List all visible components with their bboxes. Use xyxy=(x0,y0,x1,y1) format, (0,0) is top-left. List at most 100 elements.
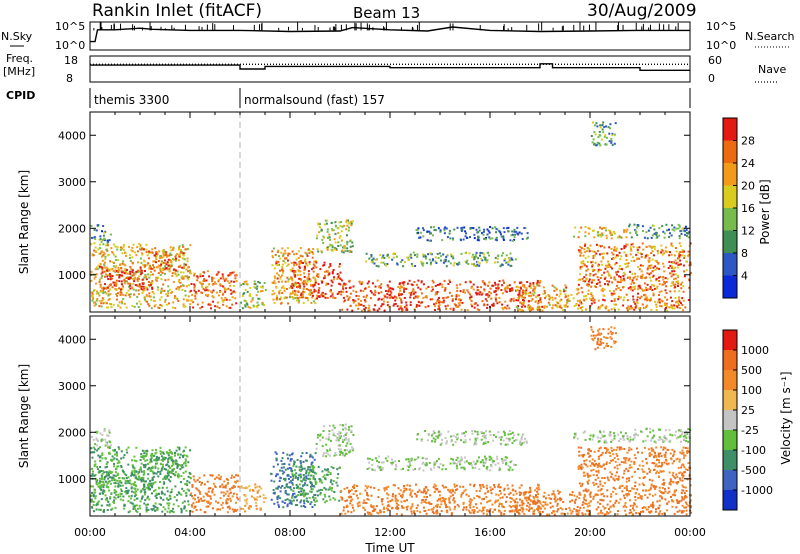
power-cell xyxy=(507,226,510,229)
power-cell xyxy=(324,277,326,279)
velocity-cell xyxy=(126,451,129,454)
velocity-cell xyxy=(307,500,310,503)
velocity-cell xyxy=(170,455,173,458)
velocity-cell xyxy=(163,481,166,484)
velocity-cell xyxy=(106,434,109,437)
velocity-cell xyxy=(99,459,102,462)
power-cell xyxy=(337,227,340,230)
velocity-cell xyxy=(460,495,463,498)
power-cell xyxy=(654,269,657,271)
power-cell xyxy=(144,300,147,303)
power-colorbar-swatch xyxy=(723,185,737,208)
power-cell xyxy=(523,290,526,293)
power-cell xyxy=(645,245,648,248)
power-cell xyxy=(350,220,353,223)
velocity-cell xyxy=(302,505,305,507)
velocity-cell xyxy=(281,457,284,460)
power-cell xyxy=(452,238,455,241)
power-cell xyxy=(223,287,226,290)
power-cell xyxy=(150,298,153,301)
velocity-cell xyxy=(103,478,106,481)
power-cell xyxy=(187,270,189,273)
velocity-cell xyxy=(485,484,488,487)
velocity-cell xyxy=(104,494,107,497)
power-cell xyxy=(429,298,432,301)
velocity-cell xyxy=(128,482,131,485)
velocity-cell xyxy=(303,467,306,470)
velocity-cell xyxy=(183,507,186,510)
power-cell xyxy=(392,253,395,256)
velocity-cell xyxy=(313,503,316,506)
power-cell xyxy=(294,297,297,299)
velocity-cell xyxy=(186,455,189,458)
velocity-cell xyxy=(305,477,308,480)
power-cell xyxy=(584,295,587,297)
velocity-cell xyxy=(160,459,163,461)
power-cell xyxy=(119,306,122,309)
velocity-cell xyxy=(229,497,232,500)
power-cell xyxy=(152,264,154,267)
power-cell xyxy=(100,255,103,258)
power-cell xyxy=(451,298,454,300)
velocity-cell xyxy=(235,474,238,477)
power-cell xyxy=(127,289,130,292)
velocity-cell xyxy=(156,462,159,465)
power-cell xyxy=(400,307,403,310)
power-cell xyxy=(141,292,144,294)
power-cell xyxy=(102,234,105,237)
power-cell xyxy=(115,282,118,285)
power-cell xyxy=(473,258,476,261)
power-cell xyxy=(101,267,104,270)
power-cell xyxy=(416,304,418,307)
power-cell xyxy=(298,277,301,280)
power-cell xyxy=(565,304,567,307)
power-cell xyxy=(144,274,147,276)
velocity-cell xyxy=(105,471,108,474)
power-cell xyxy=(590,285,593,288)
power-cell xyxy=(368,304,371,307)
power-cell xyxy=(222,292,225,295)
power-cell xyxy=(279,276,282,278)
power-cell xyxy=(177,280,180,283)
power-cell xyxy=(150,307,153,310)
power-cell xyxy=(323,274,326,277)
power-cell xyxy=(613,299,616,302)
power-cell xyxy=(603,271,606,274)
power-cell xyxy=(107,278,110,280)
power-cell xyxy=(589,274,591,277)
power-cell xyxy=(312,266,315,269)
velocity-cell xyxy=(147,483,150,486)
velocity-cell xyxy=(426,496,429,498)
power-cell xyxy=(450,255,453,258)
velocity-cell xyxy=(110,459,112,462)
power-cell xyxy=(504,300,507,303)
velocity-cell xyxy=(215,476,218,479)
power-cell xyxy=(516,307,519,310)
velocity-cell xyxy=(112,476,115,479)
power-cell xyxy=(464,230,467,233)
power-cell xyxy=(377,265,380,268)
velocity-cell xyxy=(95,508,98,511)
power-cell xyxy=(273,267,276,270)
power-cell xyxy=(389,287,392,290)
power-cell xyxy=(249,286,252,289)
power-cell xyxy=(357,302,360,305)
velocity-cell xyxy=(286,505,289,508)
power-cell xyxy=(436,300,439,303)
velocity-cell xyxy=(96,502,99,505)
velocity-cell xyxy=(300,499,303,502)
power-cell xyxy=(154,299,157,302)
power-cell xyxy=(469,281,472,284)
velocity-cell xyxy=(141,495,144,498)
velocity-cell xyxy=(245,502,248,505)
power-cell xyxy=(596,276,599,279)
power-cell xyxy=(447,283,450,285)
power-cell xyxy=(198,281,201,284)
power-cell xyxy=(648,257,651,260)
velocity-cell xyxy=(298,483,301,486)
velocity-cell xyxy=(351,446,354,449)
velocity-cell xyxy=(356,502,359,505)
velocity-cell xyxy=(487,510,490,513)
velocity-cell xyxy=(340,450,343,453)
power-cell xyxy=(136,269,139,272)
